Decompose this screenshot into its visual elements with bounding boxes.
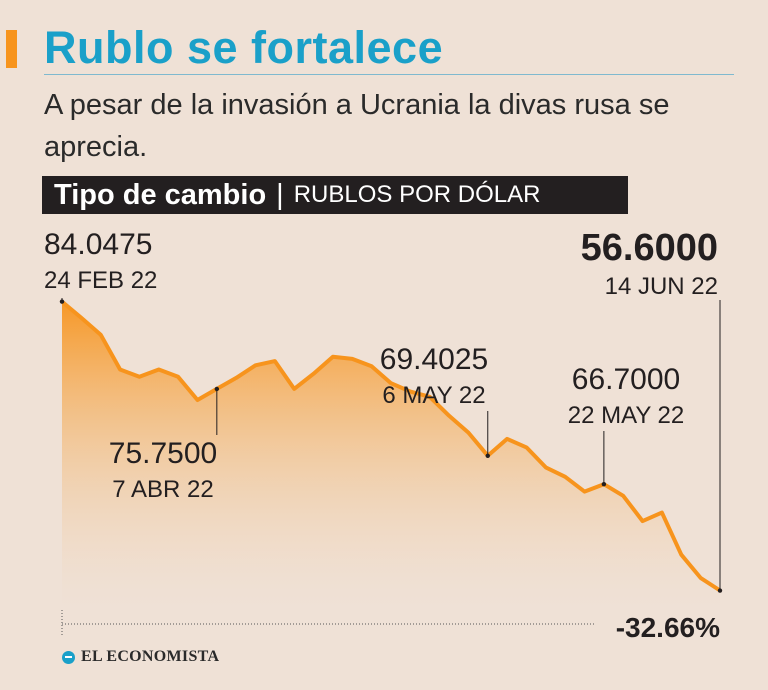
chart-label-main: Tipo de cambio xyxy=(54,178,267,211)
chart-label-separator: | xyxy=(276,178,284,211)
annotation-labels: 84.0475 24 FEB 22 75.7500 7 ABR 22 69.4025 6 … xyxy=(44,227,718,503)
chart-series-line xyxy=(60,299,722,593)
page-subtitle: A pesar de la invasión a Ucrania la diva… xyxy=(44,89,670,163)
chart-label-unit: RUBLOS POR DÓLAR xyxy=(293,181,541,208)
annotation-date: 6 MAY 22 xyxy=(382,382,485,409)
title-accent-bar xyxy=(6,30,17,68)
brand-logo: EL ECONOMISTA xyxy=(62,648,219,666)
page-title: Rublo se fortalece xyxy=(44,22,444,73)
annotation-value: 69.4025 xyxy=(380,343,488,376)
change-percent-label: -32.66% xyxy=(616,612,720,643)
annotation-leaders xyxy=(59,298,723,593)
annotation-date: 14 JUN 22 xyxy=(605,273,718,300)
chart-area-fill xyxy=(62,301,720,610)
annotation-date: 24 FEB 22 xyxy=(44,267,157,294)
annotation-value: 84.0475 xyxy=(44,228,152,261)
annotation-date: 22 MAY 22 xyxy=(568,402,685,429)
annotation-value: 75.7500 xyxy=(109,437,217,470)
brand-name: EL ECONOMISTA xyxy=(81,648,220,665)
annotation-value: 56.6000 xyxy=(581,227,718,269)
annotation-value: 66.7000 xyxy=(572,363,680,396)
title-divider xyxy=(44,74,734,75)
annotation-date: 7 ABR 22 xyxy=(112,476,213,503)
annotation-marker xyxy=(214,386,220,392)
brand-icon xyxy=(62,650,75,664)
chart-label-box: Tipo de cambio | RUBLOS POR DÓLAR xyxy=(42,176,628,214)
